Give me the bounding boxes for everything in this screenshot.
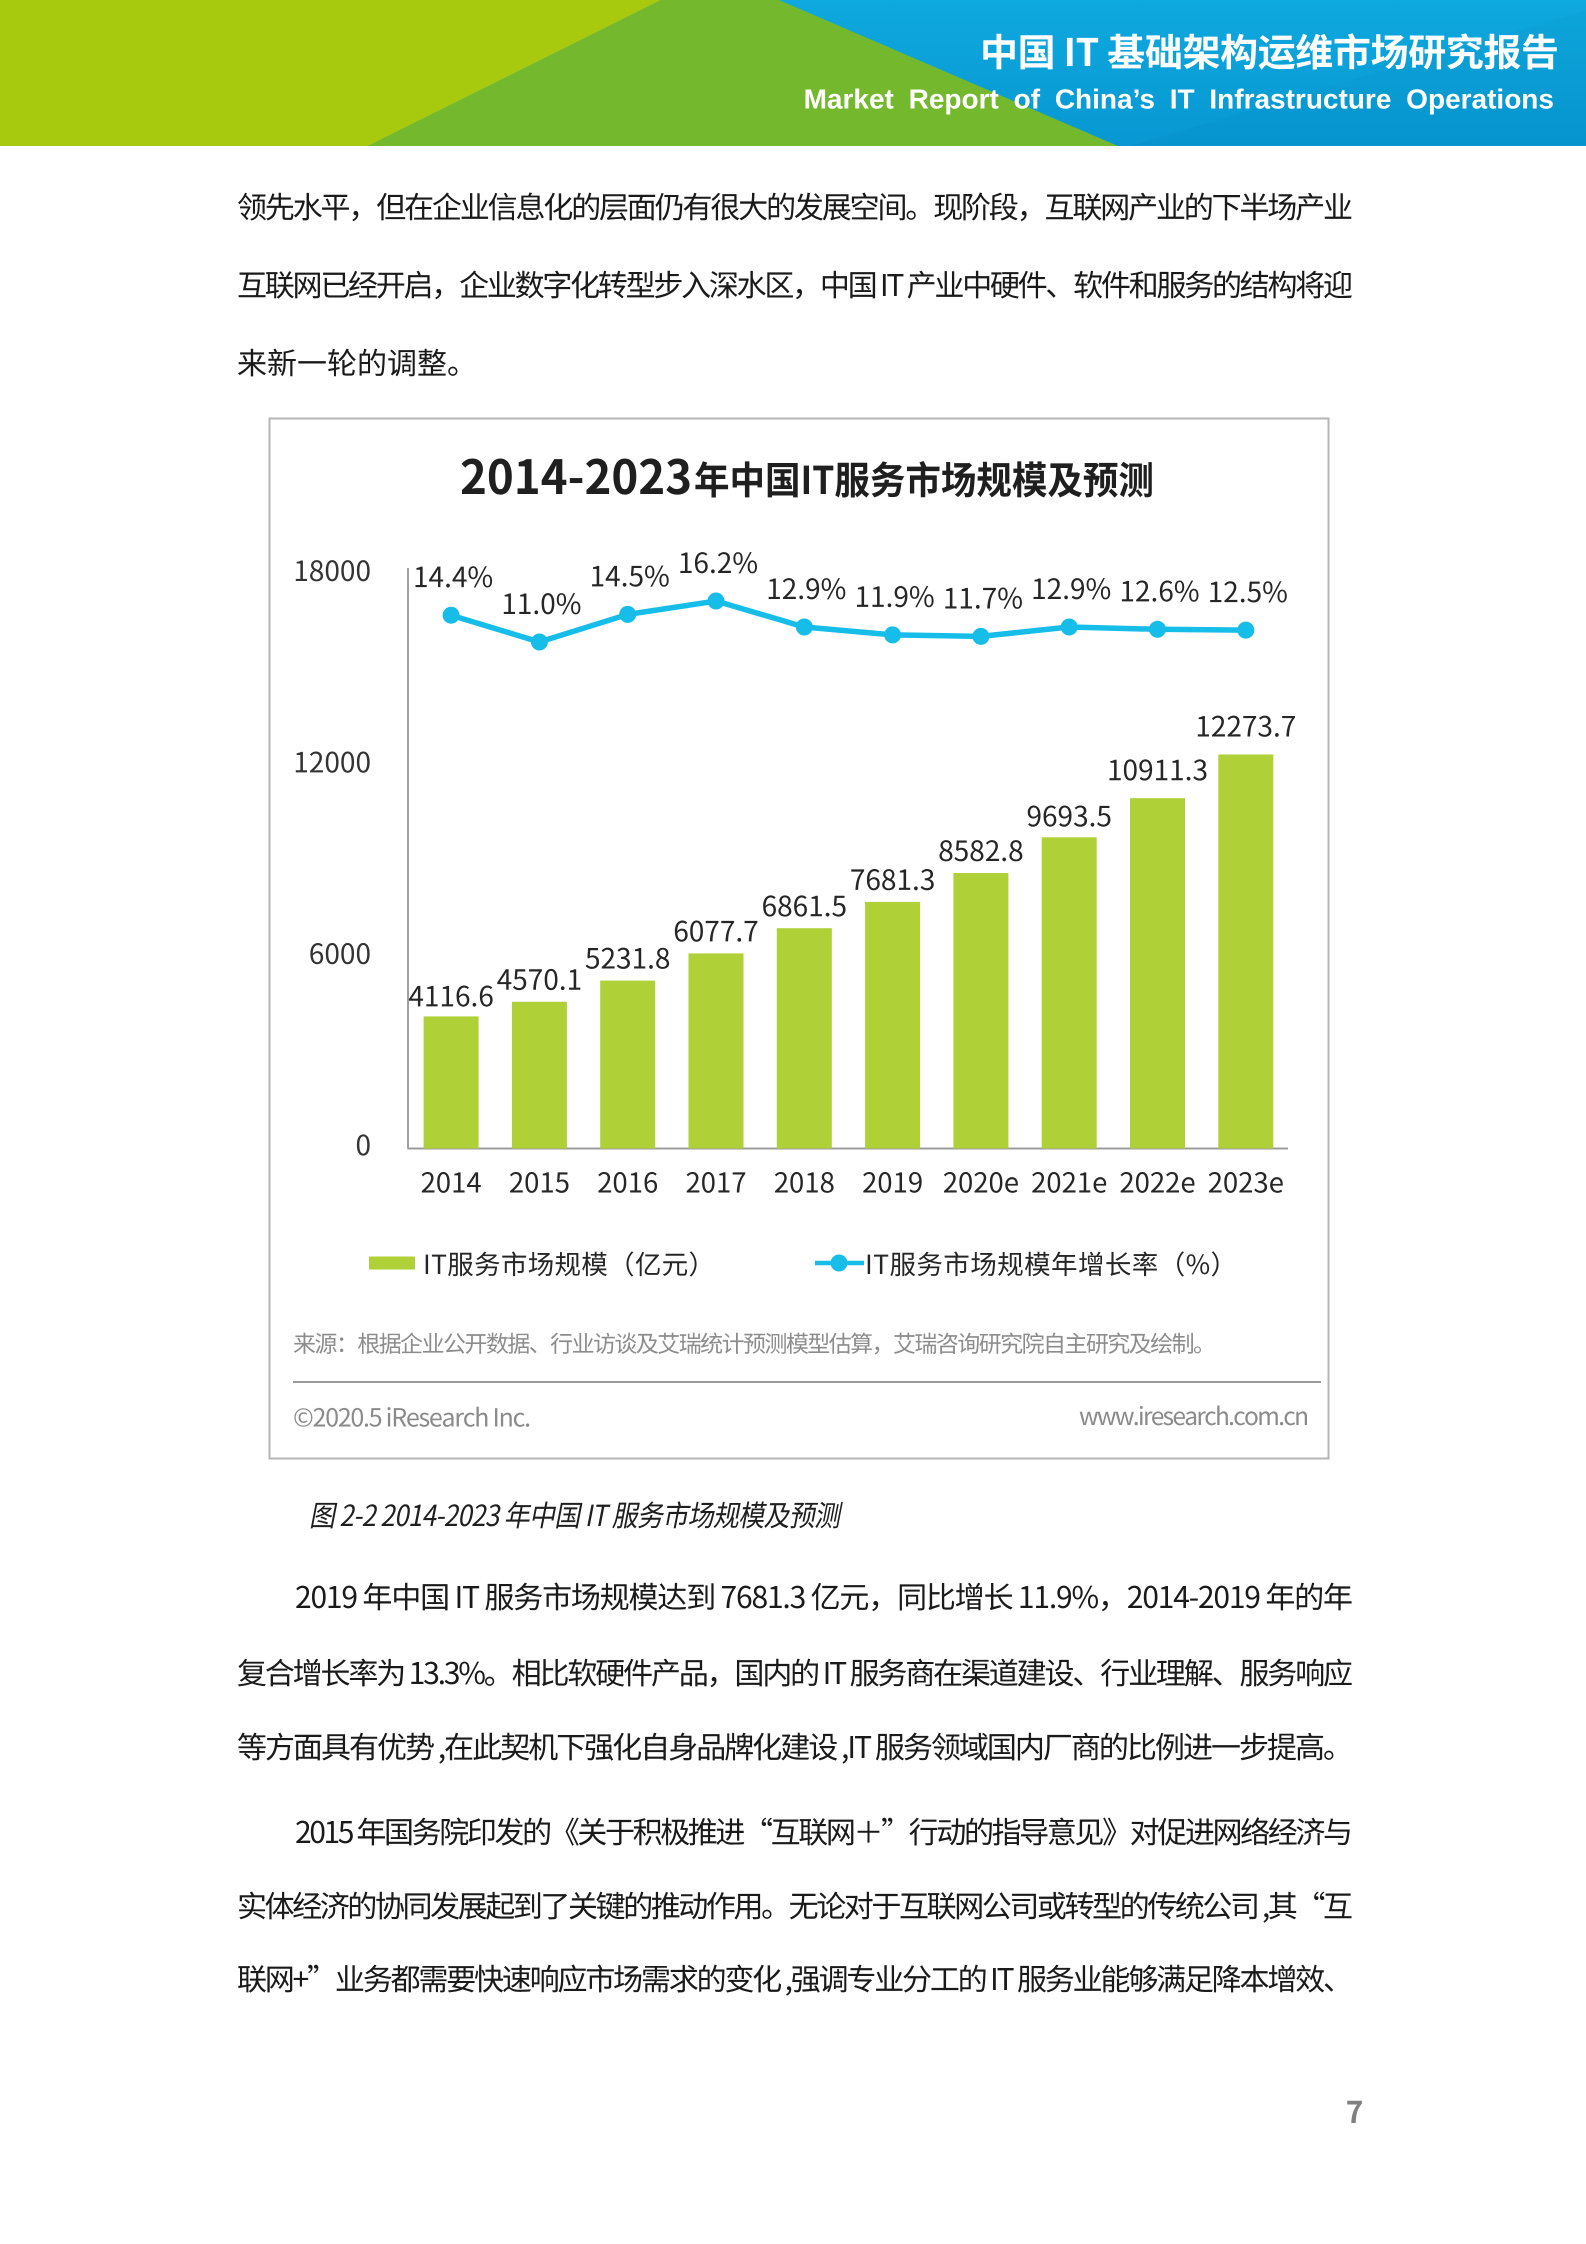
svg-text:Market Report of China’s IT In: Market Report of China’s IT Infrastructu… — [804, 84, 1554, 115]
